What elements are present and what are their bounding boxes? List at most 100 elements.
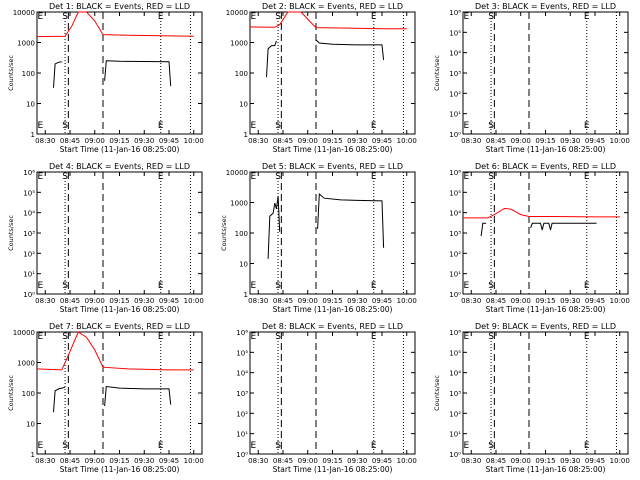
panel-det-9: Det 9: BLACK = Events, RED = LLD 10⁰ 10¹ 10…	[433, 322, 630, 474]
y-tick-label: 10	[26, 421, 35, 429]
marker-label-top: E	[371, 172, 377, 182]
marker-label-top: S	[488, 332, 494, 342]
marker-label-bottom: E	[584, 281, 590, 291]
marker-label-bottom: E	[371, 281, 377, 291]
y-tick-label: 10²	[449, 90, 461, 98]
panel-title: Det 3: BLACK = Events, RED = LLD	[475, 2, 616, 11]
y-tick-label: 1	[244, 131, 248, 139]
plot-frame	[36, 11, 203, 135]
series-lld-line	[463, 207, 620, 219]
marker-label-bottom: E	[463, 121, 469, 131]
marker-label-bottom: S	[62, 441, 68, 451]
y-axis-label: Counts/sec	[433, 375, 441, 411]
series-events-line	[104, 385, 172, 407]
x-tick-label: 09:15	[322, 457, 342, 465]
series-events-line	[317, 192, 385, 248]
panel-det-5: Det 5: BLACK = Events, RED = LLD 1 10 100 10…	[220, 162, 417, 314]
y-tick-label: 10³	[236, 390, 248, 398]
x-tick-label: 09:15	[535, 137, 555, 145]
marker-label-bottom: E	[158, 121, 164, 131]
x-tick-label: 09:00	[298, 137, 318, 145]
marker-label-bottom: S	[488, 121, 494, 131]
y-tick-label: 10000	[13, 329, 35, 337]
y-tick-label: 1000	[17, 360, 35, 368]
x-tick-label: 08:30	[461, 297, 481, 305]
x-tick-label: 10:00	[397, 457, 417, 465]
marker-label-bottom: E	[371, 441, 377, 451]
marker-label-top: E	[158, 172, 164, 182]
y-axis-label: Counts/sec	[7, 215, 15, 251]
y-tick-label: 10⁵	[236, 349, 248, 357]
x-axis-label: Start Time (11-Jan-16 08:25:00)	[60, 145, 180, 154]
plot-frame	[462, 11, 629, 135]
x-tick-label: 09:15	[109, 137, 129, 145]
x-axis-label: Start Time (11-Jan-16 08:25:00)	[486, 305, 606, 314]
x-tick-label: 09:45	[159, 297, 179, 305]
marker-label-bottom: S	[275, 281, 281, 291]
x-tick-label: 09:30	[347, 297, 367, 305]
marker-label-top: S	[275, 172, 281, 182]
x-tick-label: 10:00	[397, 137, 417, 145]
marker-label-bottom: E	[158, 441, 164, 451]
panel-det-8: Det 8: BLACK = Events, RED = LLD 10⁰ 10¹ 10…	[236, 322, 417, 474]
y-tick-label: 10⁶	[23, 169, 35, 177]
y-tick-label: 10¹	[236, 431, 248, 439]
series-events-line	[315, 39, 385, 60]
x-axis-label: Start Time (11-Jan-16 08:25:00)	[486, 145, 606, 154]
x-tick-label: 08:45	[273, 297, 293, 305]
marker-label-top: E	[37, 12, 43, 22]
y-tick-label: 10⁶	[449, 169, 461, 177]
x-tick-label: 09:30	[347, 137, 367, 145]
panel-title: Det 9: BLACK = Events, RED = LLD	[475, 322, 616, 331]
y-tick-label: 10⁴	[236, 370, 248, 378]
y-tick-label: 10⁰	[23, 291, 35, 299]
x-tick-label: 10:00	[610, 137, 630, 145]
marker-label-bottom: E	[463, 281, 469, 291]
x-tick-label: 09:45	[159, 137, 179, 145]
y-tick-label: 1000	[230, 200, 248, 208]
x-tick-label: 09:00	[511, 137, 531, 145]
plot-frame	[36, 331, 203, 455]
y-tick-label: 10⁵	[449, 349, 461, 357]
x-tick-label: 09:45	[372, 457, 392, 465]
marker-label-top: E	[371, 332, 377, 342]
x-tick-label: 09:30	[134, 457, 154, 465]
panel-title: Det 5: BLACK = Events, RED = LLD	[262, 162, 403, 171]
x-tick-label: 09:30	[560, 137, 580, 145]
marker-label-top: E	[463, 172, 469, 182]
panel-det-2: Det 2: BLACK = Events, RED = LLD 1 10 100 10…	[226, 2, 417, 154]
series-lld-line	[249, 11, 407, 30]
y-tick-label: 10³	[449, 390, 461, 398]
x-tick-label: 08:45	[486, 297, 506, 305]
panel-det-6: Det 6: BLACK = Events, RED = LLD 10⁰ 10¹ 10…	[449, 162, 630, 314]
x-tick-label: 09:45	[585, 297, 605, 305]
x-tick-label: 09:15	[109, 457, 129, 465]
marker-label-top: E	[371, 12, 377, 22]
x-tick-label: 09:15	[322, 297, 342, 305]
x-tick-label: 09:45	[372, 137, 392, 145]
x-tick-label: 08:30	[35, 297, 55, 305]
series-lld-line	[36, 11, 194, 38]
marker-label-bottom: S	[62, 121, 68, 131]
y-tick-label: 10000	[226, 169, 248, 177]
series-events-line	[267, 195, 281, 259]
marker-label-top: S	[275, 332, 281, 342]
y-tick-label: 10⁶	[449, 329, 461, 337]
y-axis-label: Counts/sec	[220, 215, 228, 251]
x-tick-label: 09:15	[109, 297, 129, 305]
y-tick-label: 10	[239, 101, 248, 109]
x-tick-label: 08:45	[273, 137, 293, 145]
panel-det-7: Det 7: BLACK = Events, RED = LLD 1 10 100 10…	[7, 322, 204, 474]
marker-label-bottom: E	[250, 441, 256, 451]
marker-label-top: E	[584, 332, 590, 342]
marker-label-bottom: S	[488, 441, 494, 451]
marker-label-bottom: E	[37, 121, 43, 131]
marker-label-bottom: E	[463, 441, 469, 451]
marker-label-bottom: E	[584, 121, 590, 131]
y-tick-label: 10⁰	[236, 451, 248, 459]
x-axis-label: Start Time (11-Jan-16 08:25:00)	[60, 465, 180, 474]
x-tick-label: 08:30	[35, 457, 55, 465]
marker-label-top: E	[463, 12, 469, 22]
x-tick-label: 10:00	[184, 457, 204, 465]
panel-title: Det 1: BLACK = Events, RED = LLD	[49, 2, 190, 11]
